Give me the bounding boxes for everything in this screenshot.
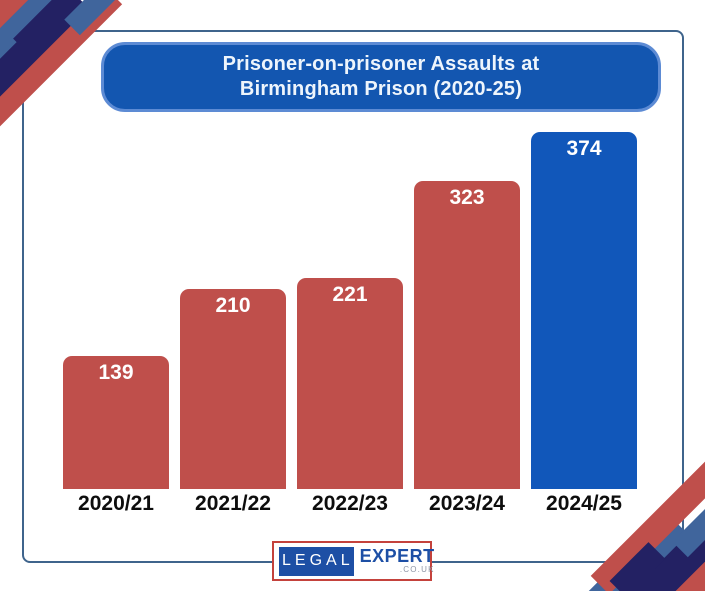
bar-value-label: 323 (449, 186, 485, 209)
bar-2021/22: 210 (180, 289, 286, 489)
bar-value-label: 374 (566, 137, 602, 160)
logo-expert-text: EXPERT (359, 546, 435, 566)
title-banner: Prisoner-on-prisoner Assaults at Birming… (101, 42, 661, 112)
bar-2023/24: 323 (414, 181, 520, 489)
bar-value-label: 221 (332, 283, 368, 306)
category-label: 2020/21 (78, 492, 154, 515)
bar-2024/25: 374 (531, 132, 637, 489)
bar-2022/23: 221 (297, 278, 403, 489)
bar-2020/21: 139 (63, 356, 169, 489)
logo-couk-text: .CO.UK (399, 565, 435, 574)
category-label: 2024/25 (546, 492, 622, 515)
category-label: 2022/23 (312, 492, 388, 515)
bar-value-label: 210 (215, 294, 251, 317)
category-label: 2023/24 (429, 492, 505, 515)
category-label: 2021/22 (195, 492, 271, 515)
logo-right-block: EXPERT .CO.UK (359, 546, 435, 574)
title-line-1: Prisoner-on-prisoner Assaults at (222, 53, 540, 75)
logo-legal-block: LEGAL (279, 546, 354, 576)
title-line-2: Birmingham Prison (2020-25) (239, 78, 523, 100)
bar-value-label: 139 (98, 361, 134, 384)
bar-plot: 139 210 221 323 374 (63, 0, 637, 489)
category-axis: 2020/21 2021/22 2022/23 2023/24 2024/25 (63, 492, 637, 516)
legal-expert-logo: LEGAL EXPERT .CO.UK (272, 541, 435, 581)
